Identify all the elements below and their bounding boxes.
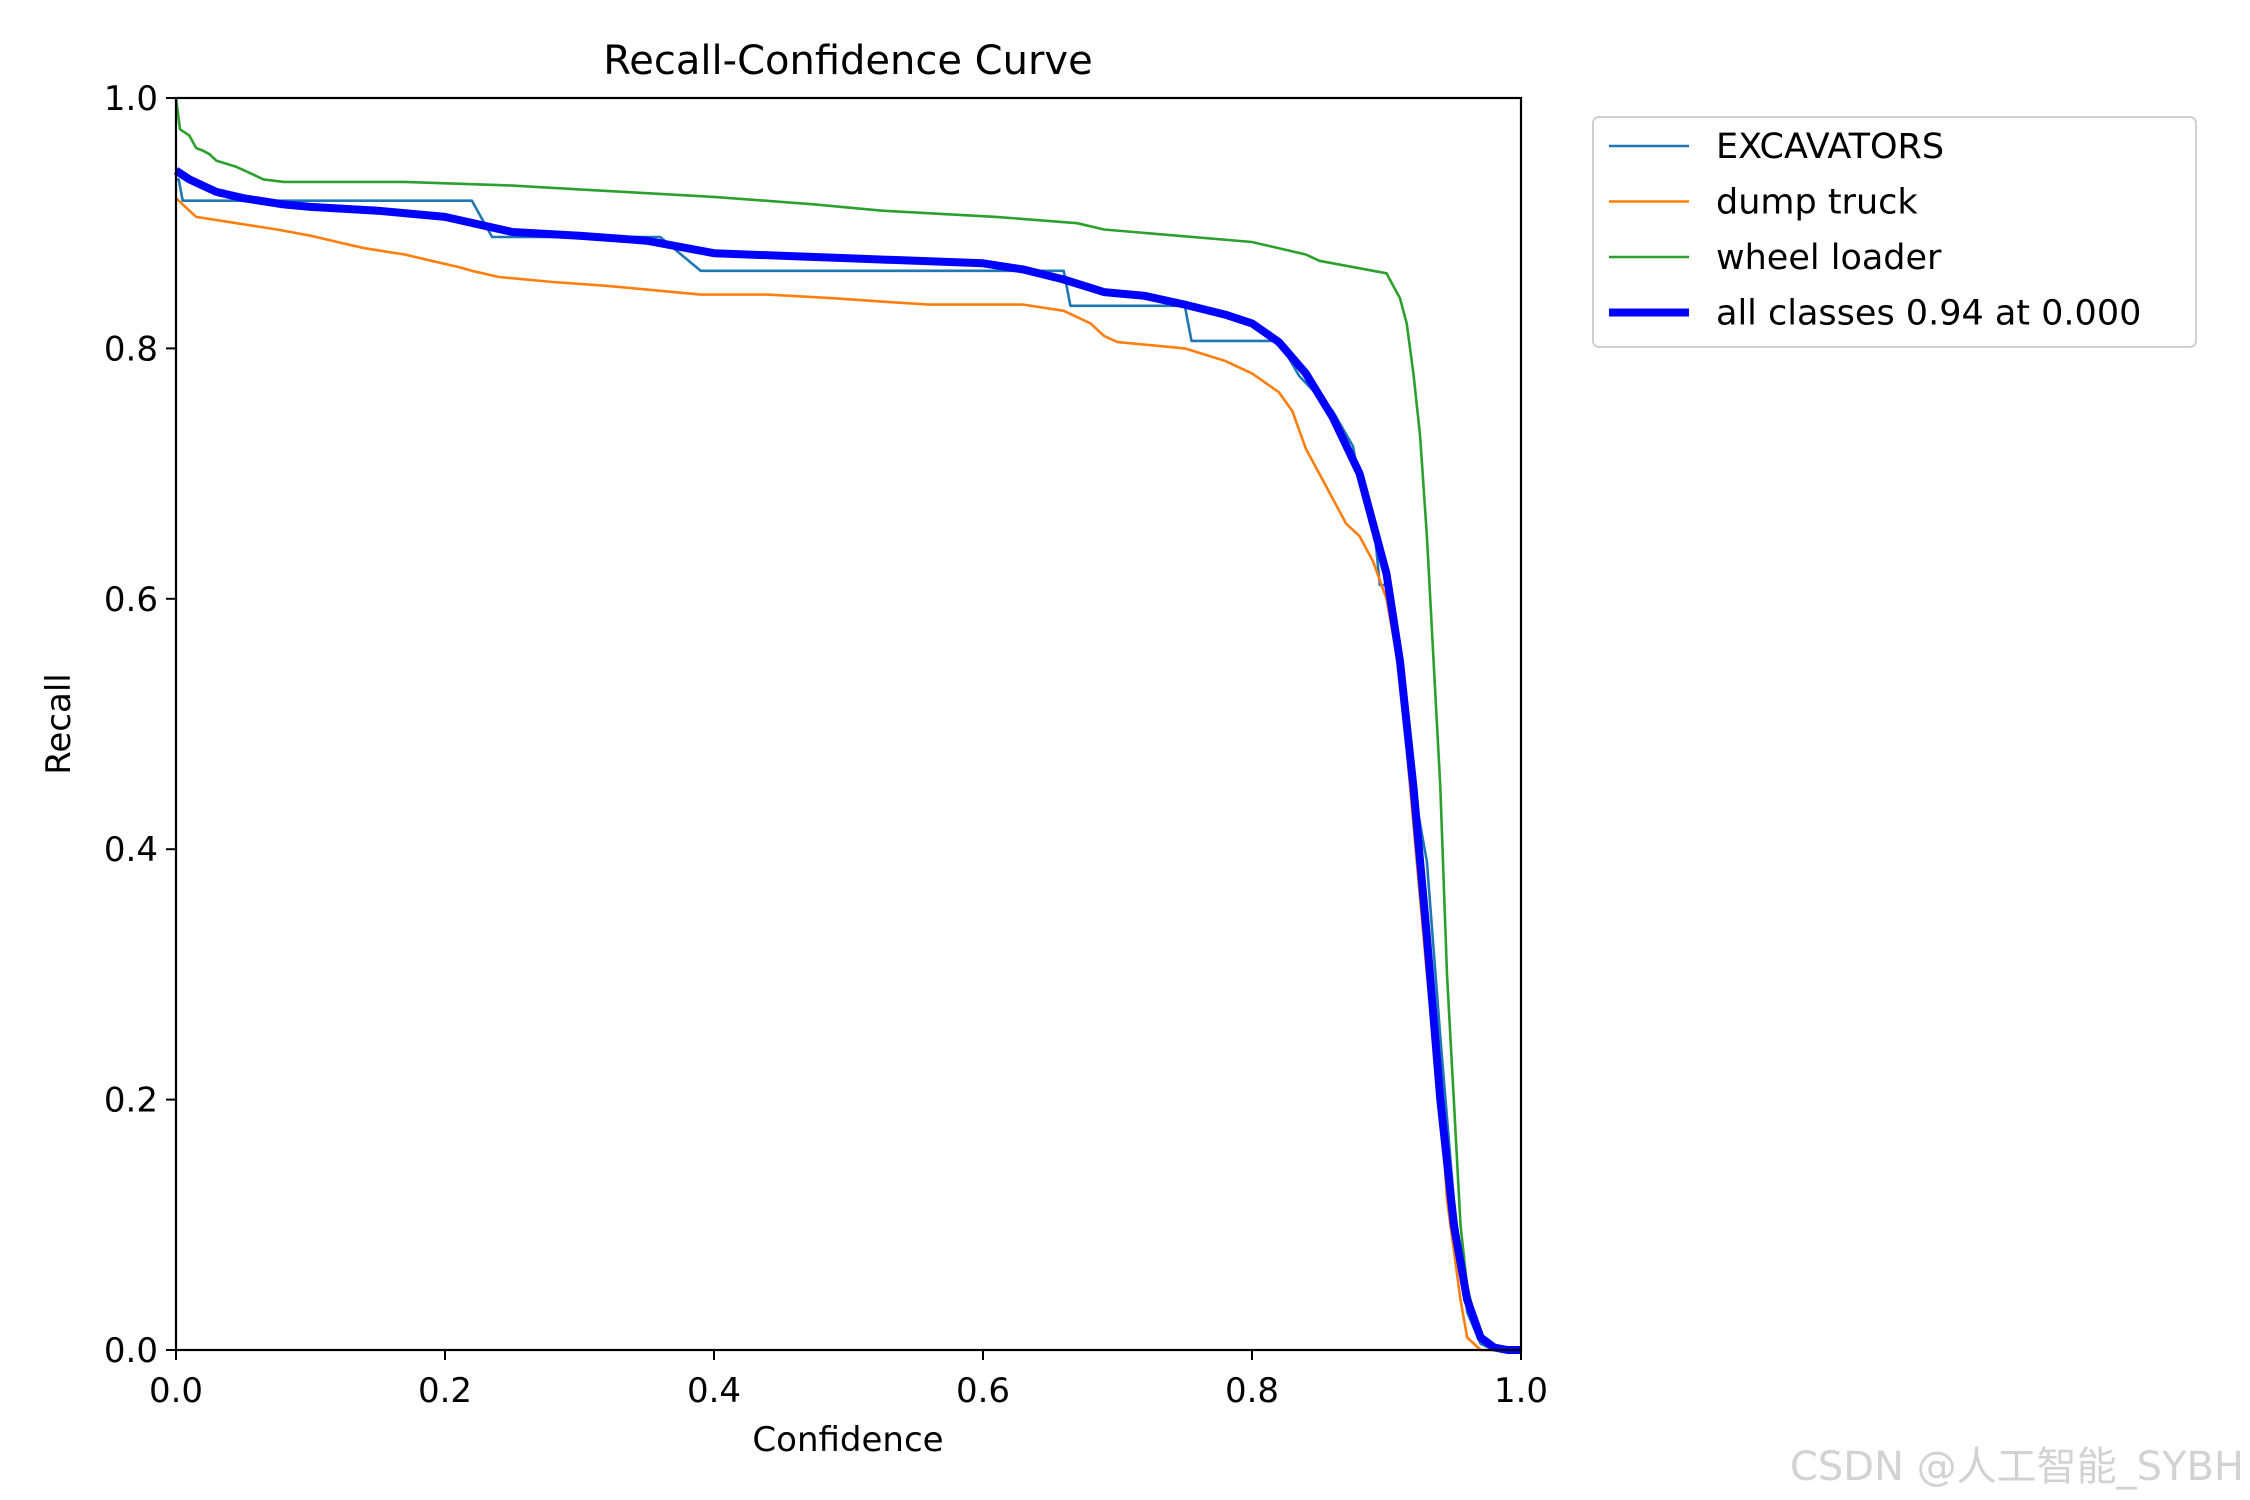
x-tick-label: 0.6 [956,1371,1010,1411]
watermark: CSDN @人工智能_SYBH [1789,1444,2244,1490]
y-axis-label: Recall [39,673,79,774]
legend-box [1592,116,2197,348]
y-tick-label: 0.0 [104,1331,158,1371]
x-tick-label: 1.0 [1494,1371,1548,1411]
x-axis-ticks: 0.0 0.2 0.4 0.6 0.8 1.0 [149,1350,1548,1411]
plot-frame [174,96,1523,1352]
x-tick-label: 0.2 [418,1371,472,1411]
series-line-all-classes-0-94-at-0-000 [173,167,1521,1354]
series-line-dump-truck [175,197,1521,1352]
legend-item-wheel-loader: wheel loader [1609,238,1942,278]
legend-label: EXCAVATORS [1716,127,1944,167]
legend-items: EXCAVATORS dump truck wheel loader all clas… [1609,127,2141,334]
chart-title: Recall-Confidence Curve [603,38,1092,84]
series-line-excavators [176,178,1521,1352]
x-tick-label: 0.0 [149,1371,203,1411]
series-line-wheel-loader [174,97,1521,1352]
y-tick-label: 0.6 [104,580,158,620]
legend-item-excavators: EXCAVATORS [1609,127,1944,167]
x-axis-label: Confidence [752,1420,943,1460]
legend-item-dump-truck: dump truck [1609,183,1918,223]
legend-label: all classes 0.94 at 0.000 [1716,294,2141,334]
x-tick-label: 0.8 [1225,1371,1279,1411]
legend-label: dump truck [1716,183,1918,223]
x-tick-label: 0.4 [687,1371,741,1411]
legend: EXCAVATORS dump truck wheel loader all clas… [1592,116,2197,348]
y-axis-ticks: 0.0 0.2 0.4 0.6 0.8 1.0 [104,79,176,1371]
y-tick-label: 1.0 [104,79,158,119]
plot-lines [173,97,1521,1354]
y-tick-label: 0.8 [104,329,158,369]
legend-item-all-classes-0-94-at-0-000: all classes 0.94 at 0.000 [1609,294,2141,334]
legend-label: wheel loader [1716,238,1942,278]
y-tick-label: 0.2 [104,1081,158,1121]
y-tick-label: 0.4 [104,830,158,870]
